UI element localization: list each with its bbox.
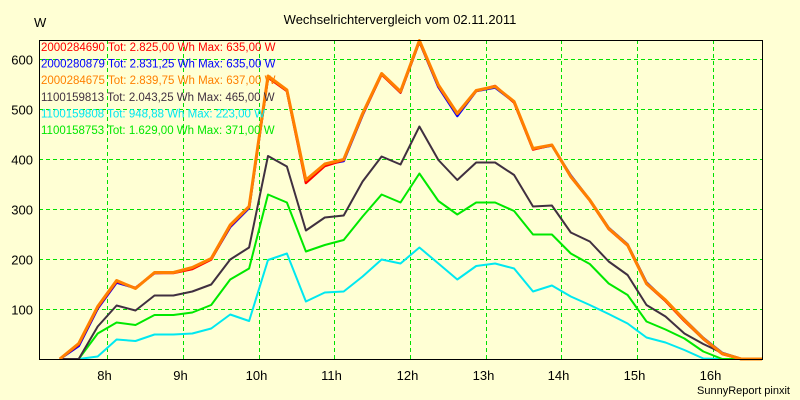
series-line-1100158753 [59,172,762,360]
y-tick-label: 600 [11,53,33,68]
footer-credit: SunnyReport pinxit [697,385,790,397]
series-lines [58,39,762,361]
y-axis-label: W [34,15,47,30]
legend: 2000284690 Tot: 2.825,00 Wh Max: 635,00 … [41,42,276,137]
legend-entry-1100158753: 1100158753 Tot: 1.629,00 Wh Max: 371,00 … [41,125,275,137]
x-tick-label: 8h [97,368,111,383]
x-tick-label: 10h [246,368,268,383]
x-tick-label: 12h [397,368,419,383]
x-tick-label: 9h [173,368,187,383]
y-tick-label: 500 [11,103,33,118]
y-tick-label: 400 [11,153,33,168]
legend-entry-2000284690: 2000284690 Tot: 2.825,00 Wh Max: 635,00 … [41,42,276,54]
y-tick-label: 200 [11,253,33,268]
plot-border [39,40,763,360]
y-tick-label: 300 [11,203,33,218]
x-tick-label: 15h [624,368,646,383]
grid [39,40,762,359]
x-tick-label: 11h [321,368,342,383]
x-tick-label: 16h [700,368,722,383]
axis-ticks: 100 200 300 400 500 600 8h 9h 10h 11h 12h 13h 14h 15h… [11,53,721,384]
legend-entry-2000280879: 2000280879 Tot: 2.831,25 Wh Max: 635,00 … [41,59,276,71]
chart-title: Wechselrichtervergleich vom 02.11.2011 [284,12,517,27]
legend-entry-1100159813: 1100159813 Tot: 2.043,25 Wh Max: 465,00 … [41,92,275,104]
legend-entry-1100159808: 1100159808 Tot: 948,88 Wh Max: 223,00 W [41,108,265,120]
series-line-1100159808 [59,246,762,360]
legend-entry-2000284675: 2000284675 Tot: 2.839,75 Wh Max: 637,00 … [41,75,276,87]
y-tick-label: 100 [11,303,33,318]
x-tick-label: 14h [548,368,570,383]
x-tick-label: 13h [473,368,495,383]
series-line-1100159813 [59,125,762,360]
